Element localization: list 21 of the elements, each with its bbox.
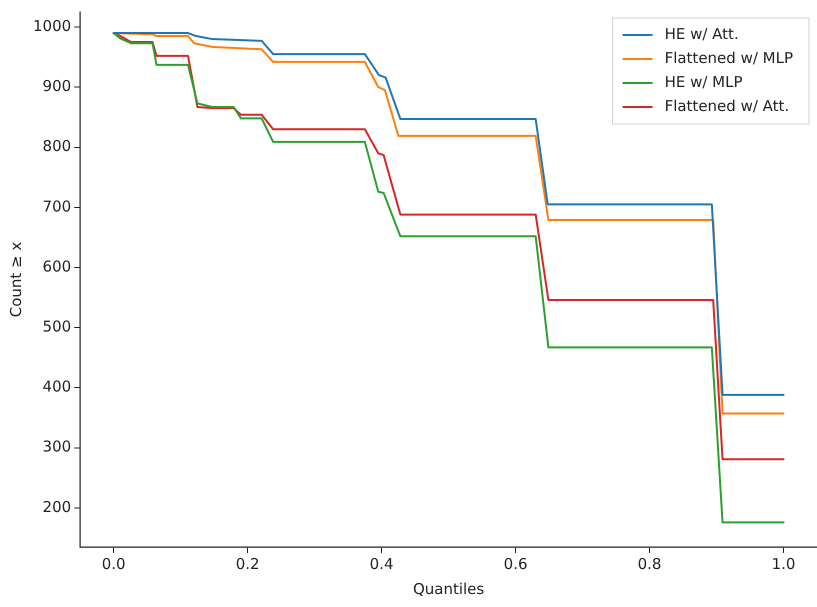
y-tick-label: 500 bbox=[42, 317, 72, 336]
y-axis-title: Count ≥ x bbox=[6, 242, 25, 318]
legend-label: Flattened w/ Att. bbox=[664, 96, 790, 115]
legend-label: HE w/ MLP bbox=[664, 72, 743, 91]
x-tick-label: 0.8 bbox=[638, 554, 662, 573]
y-tick-label: 700 bbox=[42, 197, 72, 216]
legend-label: HE w/ Att. bbox=[664, 24, 739, 43]
y-tick-label: 300 bbox=[42, 438, 72, 456]
x-tick-label: 1.0 bbox=[772, 554, 796, 573]
legend-label: Flattened w/ MLP bbox=[664, 48, 793, 67]
x-tick-label: 0.0 bbox=[102, 554, 126, 573]
y-tick-label: 600 bbox=[42, 257, 72, 276]
x-axis-title: Quantiles bbox=[412, 580, 484, 598]
y-tick-label: 800 bbox=[42, 137, 72, 156]
y-tick-label: 200 bbox=[42, 498, 72, 516]
y-tick-label: 400 bbox=[42, 378, 72, 396]
x-tick-label: 0.4 bbox=[370, 554, 394, 573]
y-tick-label: 900 bbox=[42, 77, 72, 96]
y-tick-label: 1000 bbox=[32, 16, 72, 35]
x-tick-label: 0.2 bbox=[236, 554, 260, 573]
x-tick-label: 0.6 bbox=[504, 554, 528, 573]
